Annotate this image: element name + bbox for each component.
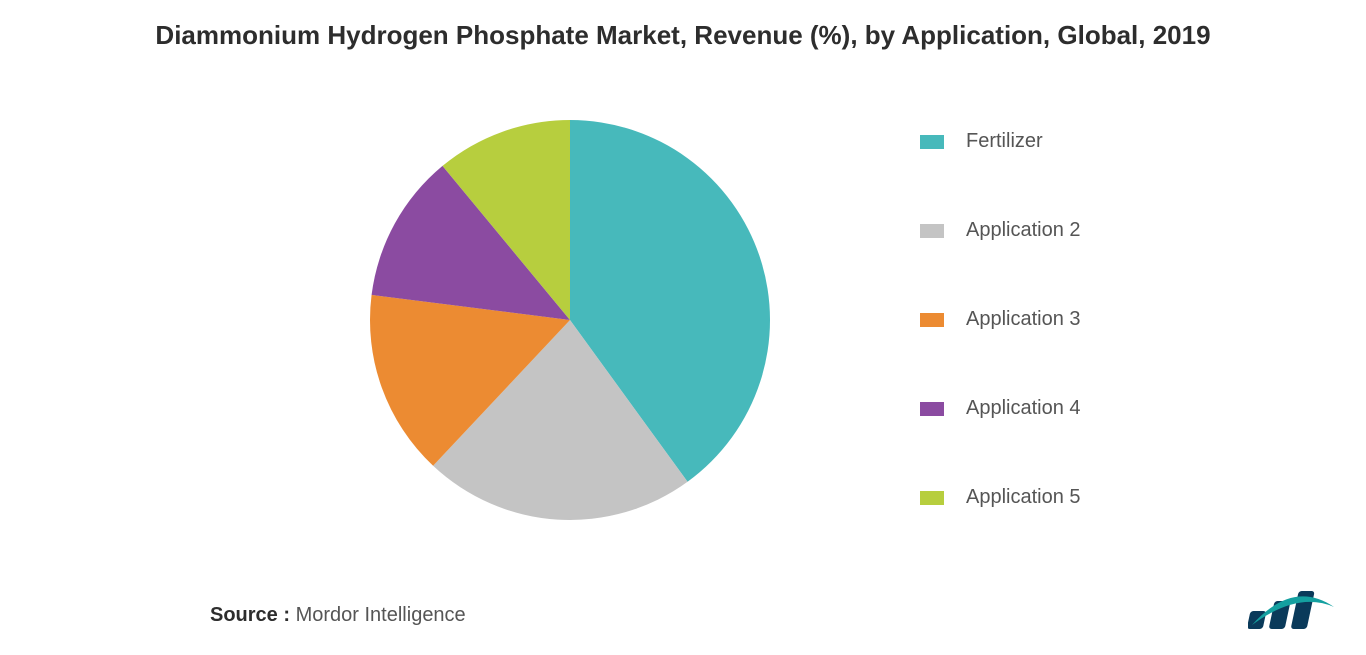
legend-label: Application 2 <box>966 219 1081 242</box>
legend: Fertilizer Application 2 Application 3 Appl… <box>920 130 1081 509</box>
legend-item: Application 4 <box>920 397 1081 420</box>
legend-swatch <box>920 402 944 416</box>
legend-label: Application 3 <box>966 308 1081 331</box>
source-text: Mordor Intelligence <box>296 604 466 626</box>
legend-label: Fertilizer <box>966 130 1043 153</box>
legend-swatch <box>920 135 944 149</box>
legend-swatch <box>920 224 944 238</box>
legend-label: Application 4 <box>966 397 1081 420</box>
brand-logo <box>1248 585 1338 635</box>
legend-label: Application 5 <box>966 486 1081 509</box>
legend-item: Application 3 <box>920 308 1081 331</box>
legend-swatch <box>920 491 944 505</box>
source-prefix: Source : <box>210 604 290 626</box>
legend-item: Fertilizer <box>920 130 1081 153</box>
legend-item: Application 2 <box>920 219 1081 242</box>
legend-swatch <box>920 313 944 327</box>
pie-chart <box>0 0 1366 655</box>
source-line: Source : Mordor Intelligence <box>210 604 466 627</box>
legend-item: Application 5 <box>920 486 1081 509</box>
